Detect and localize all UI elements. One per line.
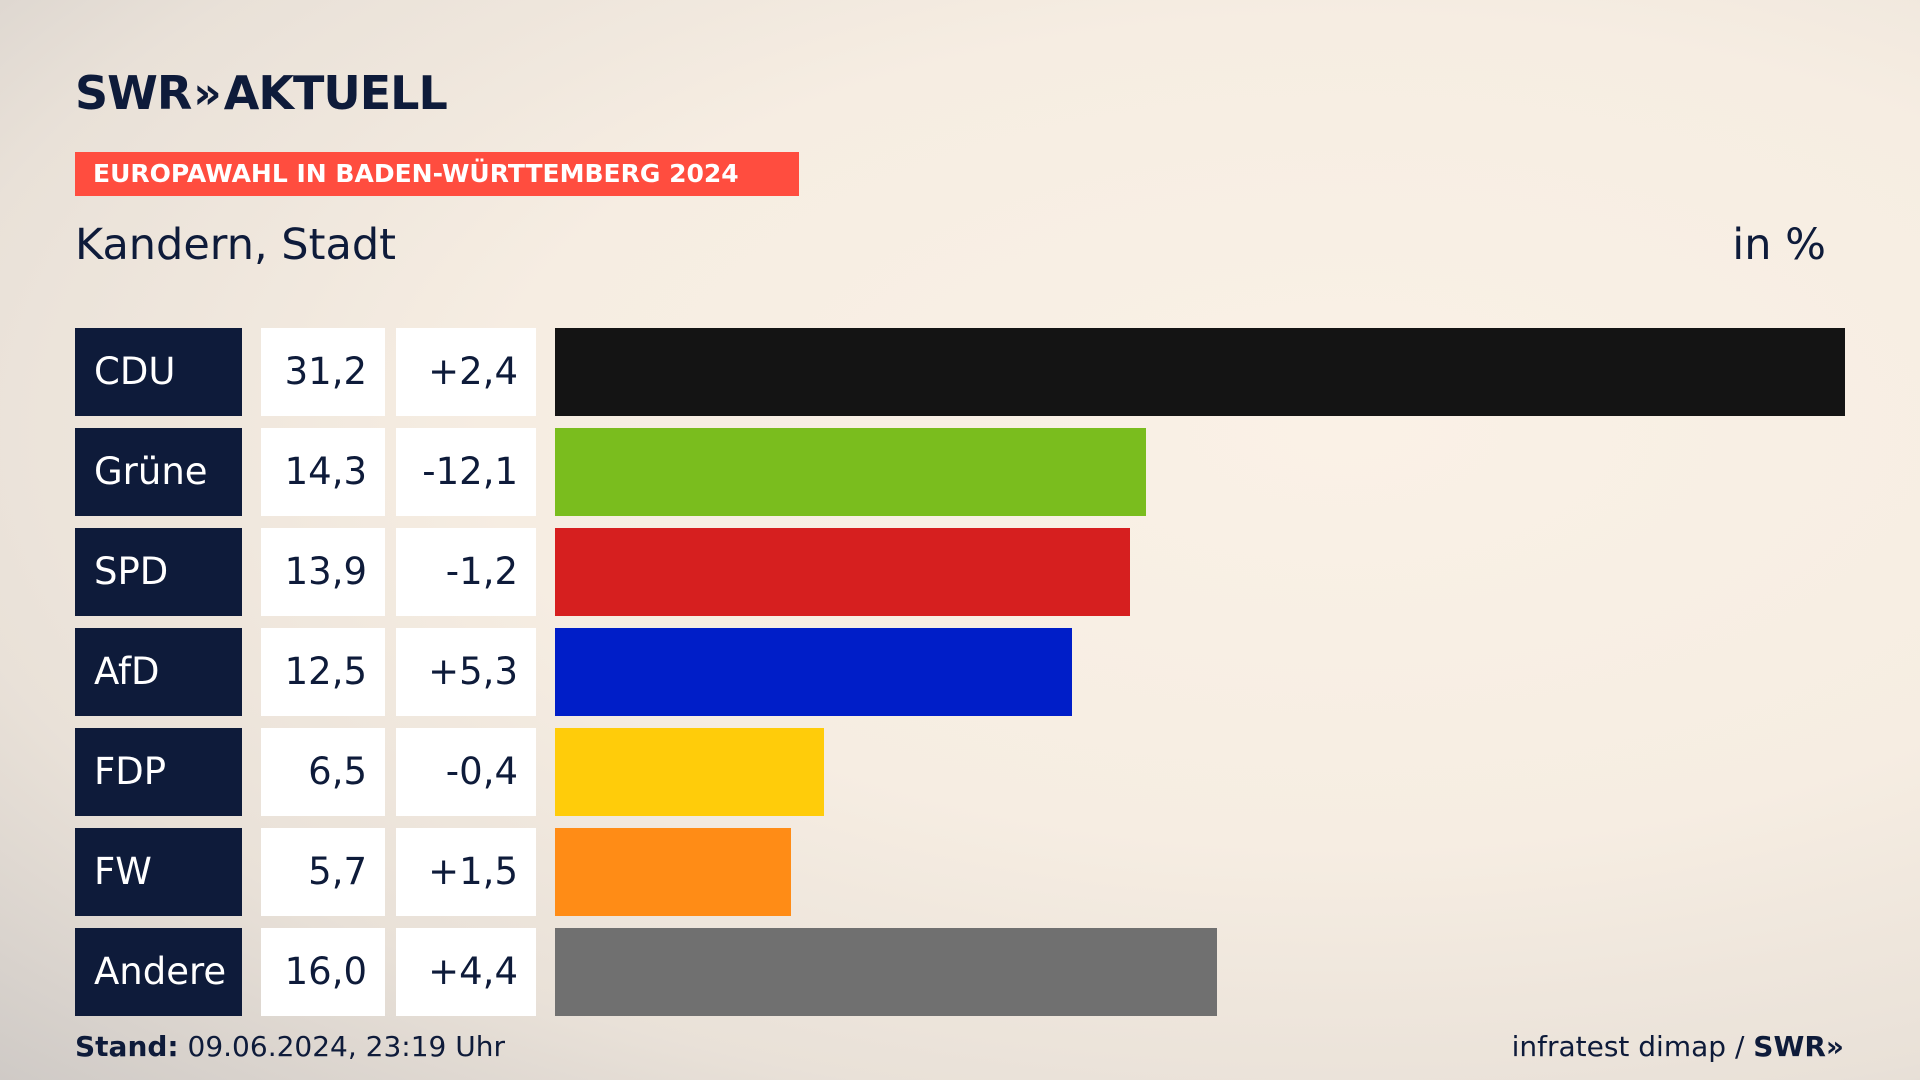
diff-label: +4,4 <box>396 928 536 1016</box>
bar-spd <box>555 528 1130 616</box>
result-row: AfD 12,5 +5,3 <box>75 628 1845 716</box>
party-label: Andere <box>75 928 242 1016</box>
unit-label: in % <box>1732 220 1826 270</box>
party-label: CDU <box>75 328 242 416</box>
party-label: FDP <box>75 728 242 816</box>
diff-label: -12,1 <box>396 428 536 516</box>
value-label: 16,0 <box>261 928 385 1016</box>
value-label: 13,9 <box>261 528 385 616</box>
value-label: 31,2 <box>261 328 385 416</box>
diff-label: +5,3 <box>396 628 536 716</box>
bar-grüne <box>555 428 1146 516</box>
stand-label: Stand: <box>75 1030 179 1063</box>
value-label: 5,7 <box>261 828 385 916</box>
result-row: CDU 31,2 +2,4 <box>75 328 1845 416</box>
result-row: Grüne 14,3 -12,1 <box>75 428 1845 516</box>
bar-fw <box>555 828 791 916</box>
party-label: SPD <box>75 528 242 616</box>
source-label: infratest dimap / <box>1511 1030 1745 1063</box>
swr-aktuell-logo: SWR » AKTUELL <box>75 66 448 120</box>
stand-value: 09.06.2024, 23:19 Uhr <box>187 1030 505 1063</box>
diff-label: -0,4 <box>396 728 536 816</box>
location-title: Kandern, Stadt <box>75 220 396 270</box>
headline-banner: EUROPAWAHL IN BADEN-WÜRTTEMBERG 2024 <box>75 152 799 196</box>
diff-label: -1,2 <box>396 528 536 616</box>
source-swr-logo: SWR» <box>1753 1030 1844 1063</box>
logo-chevron-icon: » <box>193 67 222 119</box>
bar-andere <box>555 928 1217 1016</box>
result-row: FDP 6,5 -0,4 <box>75 728 1845 816</box>
diff-label: +2,4 <box>396 328 536 416</box>
timestamp: Stand: 09.06.2024, 23:19 Uhr <box>75 1030 505 1063</box>
result-row: FW 5,7 +1,5 <box>75 828 1845 916</box>
party-label: AfD <box>75 628 242 716</box>
source-credit: infratest dimap / SWR» <box>1512 1030 1844 1063</box>
value-label: 6,5 <box>261 728 385 816</box>
value-label: 14,3 <box>261 428 385 516</box>
result-row: Andere 16,0 +4,4 <box>75 928 1845 1016</box>
diff-label: +1,5 <box>396 828 536 916</box>
result-row: SPD 13,9 -1,2 <box>75 528 1845 616</box>
logo-swr: SWR <box>75 66 192 120</box>
value-label: 12,5 <box>261 628 385 716</box>
bar-fdp <box>555 728 824 816</box>
bar-afd <box>555 628 1072 716</box>
logo-aktuell: AKTUELL <box>223 66 448 120</box>
party-label: Grüne <box>75 428 242 516</box>
party-label: FW <box>75 828 242 916</box>
bar-cdu <box>555 328 1845 416</box>
